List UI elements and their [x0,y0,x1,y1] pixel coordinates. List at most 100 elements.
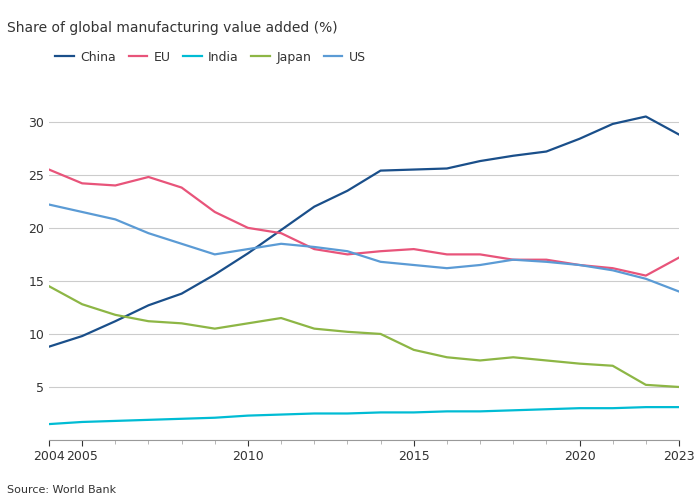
EU [608,265,617,271]
India [177,416,186,422]
Japan [277,315,286,321]
Line: EU: EU [49,170,679,276]
Japan [211,326,219,332]
US [675,288,683,294]
Japan [476,358,484,364]
US [277,241,286,247]
EU [509,256,517,262]
China [277,227,286,233]
US [476,262,484,268]
EU [45,166,53,172]
China [78,333,86,339]
India [244,412,252,418]
EU [410,246,418,252]
China [177,290,186,296]
Japan [111,312,120,318]
China [111,318,120,324]
China [377,168,385,173]
Japan [542,358,551,364]
China [509,153,517,159]
China [45,344,53,349]
EU [377,248,385,254]
Japan [675,384,683,390]
Japan [310,326,319,332]
Line: China: China [49,116,679,346]
Japan [377,331,385,337]
India [144,417,153,423]
Text: Share of global manufacturing value added (%): Share of global manufacturing value adde… [7,21,337,35]
EU [144,174,153,180]
US [111,216,120,222]
US [509,256,517,262]
US [410,262,418,268]
Japan [575,360,584,366]
EU [177,184,186,190]
China [211,272,219,278]
India [410,410,418,416]
EU [111,182,120,188]
China [675,132,683,138]
EU [675,254,683,260]
US [542,259,551,265]
China [144,302,153,308]
India [442,408,451,414]
Japan [608,363,617,369]
US [78,209,86,215]
EU [310,246,319,252]
US [642,276,650,282]
India [377,410,385,416]
Japan [244,320,252,326]
US [211,252,219,258]
India [45,421,53,427]
India [642,404,650,410]
China [575,136,584,142]
China [410,166,418,172]
US [45,202,53,207]
Japan [410,347,418,353]
India [675,404,683,410]
Japan [642,382,650,388]
India [310,410,319,416]
Line: India: India [49,407,679,424]
EU [575,262,584,268]
India [111,418,120,424]
China [476,158,484,164]
India [277,412,286,418]
US [442,265,451,271]
India [78,419,86,425]
EU [542,256,551,262]
US [310,244,319,250]
Japan [343,329,351,335]
China [244,250,252,256]
India [575,405,584,411]
China [542,148,551,154]
Japan [509,354,517,360]
EU [442,252,451,258]
Text: Source: World Bank: Source: World Bank [7,485,116,495]
US [244,246,252,252]
US [575,262,584,268]
EU [476,252,484,258]
Line: US: US [49,204,679,292]
India [542,406,551,412]
Japan [78,301,86,307]
Japan [144,318,153,324]
US [343,248,351,254]
EU [277,230,286,236]
China [642,114,650,119]
EU [78,180,86,186]
Japan [177,320,186,326]
China [608,121,617,127]
India [509,408,517,414]
India [343,410,351,416]
EU [343,252,351,258]
China [310,204,319,210]
China [343,188,351,194]
India [211,414,219,420]
US [144,230,153,236]
US [608,268,617,274]
Line: Japan: Japan [49,286,679,387]
Japan [45,283,53,289]
India [608,405,617,411]
China [442,166,451,172]
